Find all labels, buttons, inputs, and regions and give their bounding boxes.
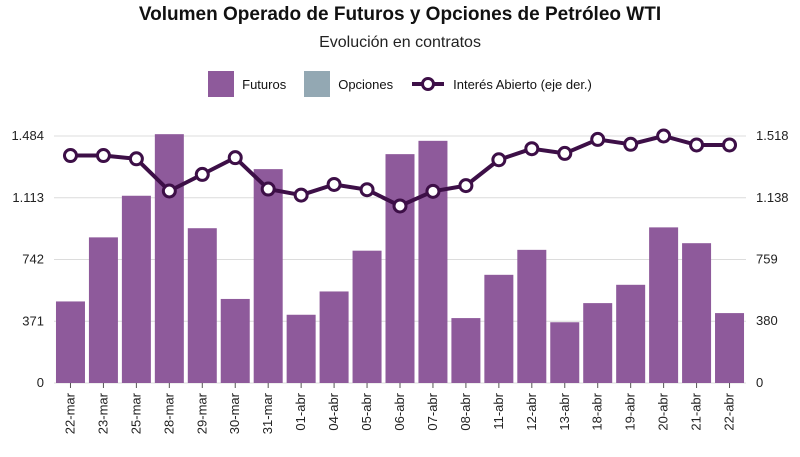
point-interes-abierto-25-mar — [128, 151, 144, 167]
x-tick-label: 22-mar — [62, 392, 77, 434]
bar-futuros-22-mar — [55, 301, 85, 383]
x-tick-label: 30-mar — [227, 392, 242, 434]
x-tick-label: 13-abr — [557, 392, 572, 430]
bar-futuros-06-abr — [385, 154, 415, 383]
point-interes-abierto-30-mar — [227, 150, 243, 166]
x-tick-label: 06-abr — [392, 392, 407, 430]
x-tick-label: 20-abr — [656, 392, 671, 430]
bar-futuros-07-abr — [418, 140, 448, 383]
point-interes-abierto-06-abr — [392, 198, 408, 214]
bar-futuros-01-abr — [286, 314, 316, 383]
bar-futuros-11-abr — [484, 274, 514, 383]
y-left-tick-label: 1.484 — [11, 128, 44, 143]
point-interes-abierto-23-mar — [95, 148, 111, 164]
x-tick-label: 12-abr — [524, 392, 539, 430]
point-interes-abierto-22-abr — [722, 137, 738, 153]
point-interes-abierto-31-mar — [260, 181, 276, 197]
point-interes-abierto-20-abr — [656, 128, 672, 144]
y-right-tick-label: 380 — [756, 313, 778, 328]
point-interes-abierto-22-mar — [62, 148, 78, 164]
bar-futuros-29-mar — [187, 228, 217, 383]
y-right-tick-label: 759 — [756, 252, 778, 267]
bar-futuros-19-abr — [616, 284, 646, 383]
y-right-tick-label: 1.518 — [756, 128, 789, 143]
bar-futuros-12-abr — [517, 249, 547, 383]
y-left-tick-label: 1.113 — [12, 190, 44, 205]
x-tick-label: 18-abr — [590, 392, 605, 430]
point-interes-abierto-21-abr — [689, 137, 705, 153]
x-tick-label: 28-mar — [161, 392, 176, 434]
x-tick-label: 31-mar — [260, 392, 275, 434]
point-interes-abierto-19-abr — [623, 136, 639, 152]
y-right-tick-label: 1.138 — [756, 190, 789, 205]
x-tick-label: 19-abr — [623, 392, 638, 430]
bar-futuros-30-mar — [220, 298, 250, 383]
bar-futuros-23-mar — [88, 237, 118, 383]
point-interes-abierto-12-abr — [524, 141, 540, 157]
legend-swatch-futuros — [208, 71, 235, 97]
point-interes-abierto-05-abr — [359, 182, 375, 198]
point-interes-abierto-07-abr — [425, 183, 441, 199]
legend-label-futuros: Futuros — [242, 76, 287, 92]
x-tick-label: 21-abr — [689, 392, 704, 430]
chart-subtitle: Evolución en contratos — [319, 34, 481, 51]
x-tick-label: 05-abr — [359, 392, 374, 430]
point-interes-abierto-18-abr — [590, 131, 606, 147]
x-tick-label: 22-abr — [722, 392, 737, 430]
bar-futuros-04-abr — [319, 291, 349, 383]
chart-title: Volumen Operado de Futuros y Opciones de… — [138, 4, 662, 25]
legend-swatch-opciones — [304, 71, 331, 97]
point-interes-abierto-04-abr — [326, 176, 342, 192]
legend-label-interes-abierto: Interés Abierto (eje der.) — [453, 76, 592, 92]
legend-line-marker-icon — [412, 77, 445, 91]
bar-futuros-13-abr — [550, 322, 580, 383]
point-interes-abierto-08-abr — [458, 178, 474, 194]
x-tick-label: 29-mar — [194, 392, 209, 434]
point-interes-abierto-11-abr — [491, 152, 507, 168]
y-left-tick-label: 742 — [22, 252, 44, 267]
legend-item-interes-abierto: Interés Abierto (eje der.) — [411, 76, 592, 92]
point-interes-abierto-13-abr — [557, 145, 573, 161]
legend: Futuros Opciones Interés Abierto (eje de… — [0, 70, 800, 98]
x-tick-label: 08-abr — [458, 392, 473, 430]
legend-label-opciones: Opciones — [338, 76, 394, 92]
x-tick-label: 23-mar — [95, 392, 110, 434]
bar-futuros-28-mar — [154, 134, 184, 383]
y-left-tick-label: 0 — [37, 375, 44, 390]
point-interes-abierto-29-mar — [194, 166, 210, 182]
y-right-tick-label: 0 — [756, 375, 763, 390]
x-tick-label: 07-abr — [425, 392, 440, 430]
bar-futuros-21-abr — [682, 243, 712, 383]
y-left-tick-label: 371 — [22, 313, 44, 328]
bar-futuros-05-abr — [352, 250, 382, 383]
bar-futuros-20-abr — [649, 227, 679, 383]
point-interes-abierto-28-mar — [161, 183, 177, 199]
bar-futuros-22-abr — [715, 313, 745, 383]
point-interes-abierto-01-abr — [293, 187, 309, 203]
x-tick-label: 25-mar — [128, 392, 143, 434]
x-tick-label: 01-abr — [293, 392, 308, 430]
bar-futuros-08-abr — [451, 318, 481, 383]
x-tick-label: 04-abr — [326, 392, 341, 430]
bar-futuros-25-mar — [121, 195, 151, 383]
bar-futuros-31-mar — [253, 169, 283, 383]
bar-futuros-18-abr — [583, 303, 613, 383]
x-tick-label: 11-abr — [491, 392, 506, 429]
legend-item-opciones: Opciones — [304, 71, 393, 97]
legend-item-futuros: Futuros — [208, 71, 286, 97]
